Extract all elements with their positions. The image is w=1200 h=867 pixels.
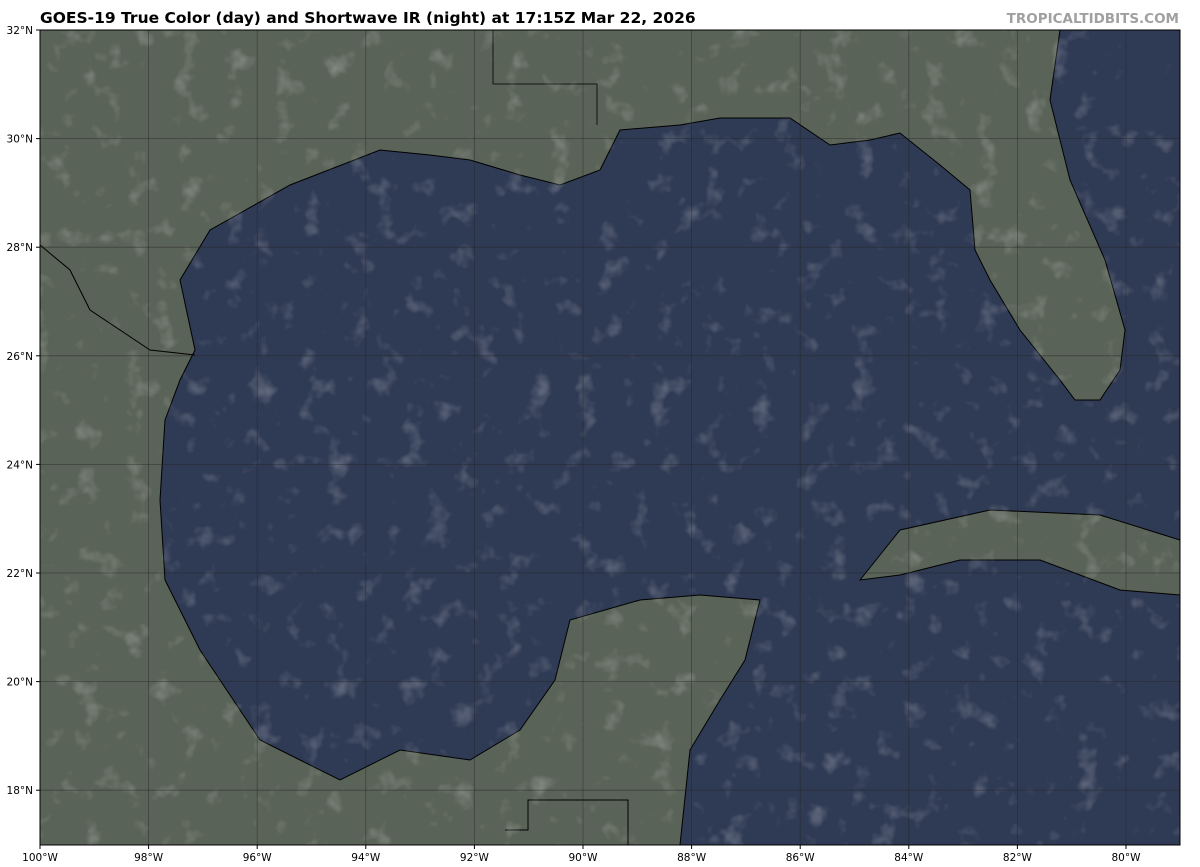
lon-tick-label: 96°W bbox=[243, 852, 273, 864]
lat-tick-label: 24°N bbox=[7, 459, 33, 471]
lon-tick-label: 88°W bbox=[677, 852, 707, 864]
lon-tick-label: 100°W bbox=[22, 852, 58, 864]
lat-tick-label: 20°N bbox=[7, 677, 33, 689]
lon-tick-label: 92°W bbox=[460, 852, 490, 864]
lon-tick-label: 80°W bbox=[1112, 852, 1142, 864]
lon-tick-label: 82°W bbox=[1003, 852, 1033, 864]
watermark: TROPICALTIDBITS.COM bbox=[1006, 11, 1179, 27]
map-frame bbox=[39, 29, 1181, 846]
lat-tick-label: 28°N bbox=[7, 242, 33, 254]
lon-tick-label: 98°W bbox=[134, 852, 164, 864]
map-title: GOES-19 True Color (day) and Shortwave I… bbox=[40, 9, 696, 27]
lon-tick-label: 94°W bbox=[351, 852, 381, 864]
lon-tick-label: 86°W bbox=[786, 852, 816, 864]
lat-tick-label: 18°N bbox=[7, 785, 33, 797]
lon-tick-label: 90°W bbox=[569, 852, 599, 864]
lat-tick-label: 26°N bbox=[7, 351, 33, 363]
cloud-texture bbox=[40, 30, 1180, 845]
lat-tick-label: 22°N bbox=[7, 568, 33, 580]
lat-tick-label: 32°N bbox=[7, 25, 33, 37]
graticule bbox=[40, 30, 1180, 845]
lat-tick-label: 30°N bbox=[7, 134, 33, 146]
lon-tick-label: 84°W bbox=[894, 852, 924, 864]
